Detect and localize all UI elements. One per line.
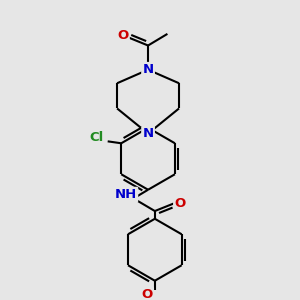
Text: N: N [142,63,154,76]
Text: Cl: Cl [89,131,103,144]
Text: O: O [174,197,186,210]
Text: O: O [142,288,153,300]
Text: O: O [117,29,128,42]
Text: NH: NH [115,188,137,201]
Text: N: N [142,127,154,140]
